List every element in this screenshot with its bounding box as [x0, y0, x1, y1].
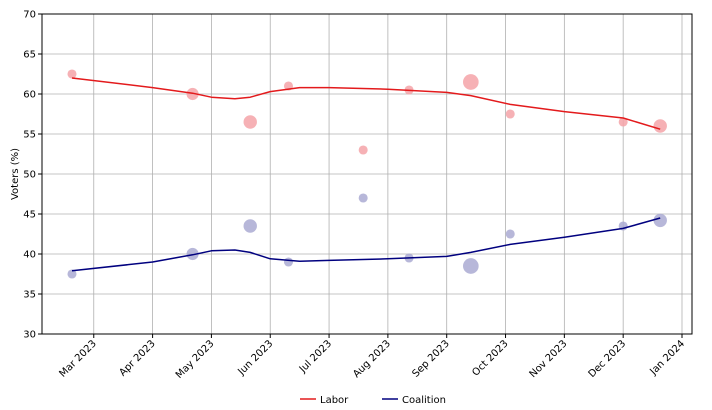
y-tick-label: 60	[23, 90, 36, 101]
y-tick-label: 30	[23, 330, 36, 341]
poll-point	[243, 219, 257, 233]
poll-point	[462, 258, 479, 274]
legend-label: Labor	[320, 395, 349, 406]
poll-point	[653, 119, 667, 133]
x-tick-label: Oct 2023	[470, 338, 510, 378]
y-tick-label: 50	[23, 170, 36, 181]
x-tick-label: May 2023	[174, 338, 217, 381]
trend-line	[71, 217, 661, 272]
x-tick-label: Dec 2023	[587, 338, 629, 380]
trend-line	[71, 77, 661, 130]
poll-point	[505, 109, 515, 119]
x-tick-label: Sep 2023	[410, 338, 451, 379]
x-tick-label: Apr 2023	[117, 338, 157, 378]
poll-point	[283, 257, 293, 267]
y-tick-label: 35	[23, 290, 36, 301]
poll-point	[618, 117, 628, 127]
poll-point	[186, 247, 199, 261]
y-tick-label: 40	[23, 250, 36, 261]
x-tick-label: Nov 2023	[528, 338, 570, 380]
poll-point	[653, 213, 667, 228]
y-tick-label: 55	[23, 130, 36, 141]
poll-point	[462, 74, 479, 90]
poll-point	[505, 229, 515, 239]
x-tick-label: Aug 2023	[351, 338, 393, 380]
poll-point	[358, 145, 368, 155]
poll-point	[67, 269, 77, 279]
plot-frame	[41, 13, 693, 335]
y-axis-label: Voters (%)	[10, 148, 21, 200]
x-tick-label: Jul 2023	[297, 338, 334, 375]
y-tick-label: 70	[23, 10, 36, 21]
poll-point	[67, 69, 77, 79]
poll-point	[243, 115, 257, 129]
y-tick-label: 45	[23, 210, 36, 221]
poll-point	[358, 193, 368, 203]
x-tick-label: Jun 2023	[236, 338, 276, 378]
x-tick-label: Jan 2024	[647, 338, 687, 378]
legend-label: Coalition	[402, 395, 446, 406]
x-tick-label: Mar 2023	[58, 338, 99, 379]
y-tick-label: 65	[23, 50, 36, 61]
poll-point	[186, 87, 199, 101]
